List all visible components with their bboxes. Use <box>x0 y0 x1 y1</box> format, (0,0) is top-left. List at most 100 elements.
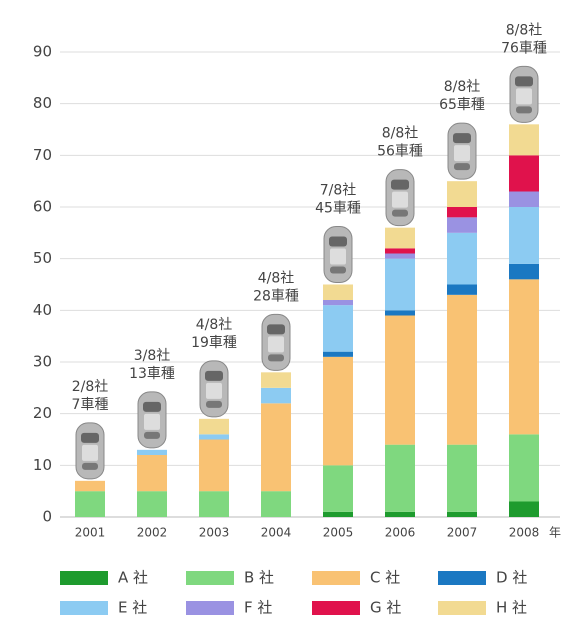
bar-segment <box>199 491 229 517</box>
x-tick-label: 2004 <box>261 526 292 540</box>
legend-swatch <box>312 601 360 615</box>
car-window <box>82 462 98 470</box>
car-icon <box>75 422 105 480</box>
car-window <box>268 354 284 362</box>
y-tick-label: 0 <box>42 508 52 526</box>
bar-label: 8/8社 <box>506 22 543 38</box>
bar-segment <box>323 356 353 466</box>
bar-segment <box>75 480 105 492</box>
car-window <box>205 370 223 381</box>
bar-segment <box>447 217 477 233</box>
y-tick-label: 90 <box>33 43 52 61</box>
x-tick-label: 2006 <box>385 526 416 540</box>
legend-label: H 社 <box>496 599 527 617</box>
x-tick-label: 2007 <box>447 526 478 540</box>
car-roof <box>206 382 222 399</box>
legend-swatch <box>438 571 486 585</box>
y-tick-label: 70 <box>33 146 52 164</box>
bar-segment <box>75 491 105 517</box>
car-icon <box>261 313 291 371</box>
bar-segment <box>509 191 539 207</box>
bar-segment <box>323 511 353 517</box>
bar-segment <box>261 387 291 404</box>
x-tick-label: 2008 <box>509 526 540 540</box>
bar-segment <box>447 294 477 445</box>
car-roof <box>330 248 346 265</box>
bar-segment <box>323 284 353 300</box>
car-icon <box>509 65 539 123</box>
car-window <box>392 209 408 217</box>
bar-segment <box>323 465 353 512</box>
bar-segment <box>385 511 415 517</box>
bar-label: 65車種 <box>439 96 485 113</box>
legend-swatch <box>312 571 360 585</box>
bar-label: 19車種 <box>191 334 237 351</box>
car-window <box>515 76 533 87</box>
legend-swatch <box>186 571 234 585</box>
bar-segment <box>385 227 415 249</box>
bar-segment <box>509 501 539 517</box>
bar-segment <box>261 491 291 517</box>
bar-segment <box>199 418 229 435</box>
bar-segment <box>137 449 167 455</box>
car-icon <box>385 169 415 227</box>
car-icon <box>447 122 477 180</box>
car-window <box>267 324 285 335</box>
bar-segment <box>385 253 415 259</box>
bar-label: 8/8社 <box>382 126 419 142</box>
bar-segment <box>385 248 415 254</box>
bar-segment <box>137 491 167 517</box>
bar-segment <box>385 310 415 316</box>
bar-segment <box>137 455 167 492</box>
bar-segment <box>509 207 539 264</box>
y-tick-label: 20 <box>33 404 52 422</box>
bar-segment <box>509 124 539 156</box>
car-roof <box>82 444 98 461</box>
bar-segment <box>447 207 477 218</box>
bar-label: 13車種 <box>129 365 175 382</box>
bar-segment <box>385 444 415 512</box>
legend-swatch <box>60 571 108 585</box>
car-roof <box>454 145 470 162</box>
bar-segment <box>261 372 291 388</box>
bar-segment <box>509 434 539 502</box>
car-window <box>391 179 409 190</box>
bar-label: 8/8社 <box>444 79 481 95</box>
bar-segment <box>447 232 477 285</box>
x-tick-label: 2001 <box>75 526 106 540</box>
bar-label: 4/8社 <box>196 317 233 333</box>
legend-label: A 社 <box>118 569 148 587</box>
car-icon <box>323 226 353 283</box>
car-icon <box>199 360 229 418</box>
x-unit: 年 <box>549 526 561 540</box>
car-window <box>206 400 222 408</box>
y-tick-label: 40 <box>33 301 52 319</box>
bar-segment <box>447 444 477 512</box>
car-icon <box>137 391 167 449</box>
bar-segment <box>385 315 415 445</box>
bar-label: 4/8社 <box>258 270 295 286</box>
car-window <box>453 133 471 144</box>
bar-segment <box>385 258 415 311</box>
bar-label: 2/8社 <box>72 379 109 395</box>
car-window <box>329 236 347 247</box>
car-window <box>144 431 160 439</box>
legend-swatch <box>186 601 234 615</box>
car-roof <box>392 191 408 208</box>
car-window <box>516 106 532 114</box>
bar-label: 28車種 <box>253 287 299 304</box>
legend-swatch <box>438 601 486 615</box>
bar-label: 45車種 <box>315 200 361 217</box>
car-roof <box>268 336 284 353</box>
y-tick-label: 10 <box>33 456 52 474</box>
bar-label: 7車種 <box>72 396 109 413</box>
car-window <box>454 163 470 171</box>
car-roof <box>516 88 532 105</box>
legend-label: G 社 <box>370 599 401 617</box>
legend-label: E 社 <box>118 599 147 617</box>
y-tick-label: 50 <box>33 249 52 267</box>
bar-label: 7/8社 <box>320 183 357 199</box>
x-tick-label: 2005 <box>323 526 354 540</box>
bar-segment <box>199 434 229 440</box>
